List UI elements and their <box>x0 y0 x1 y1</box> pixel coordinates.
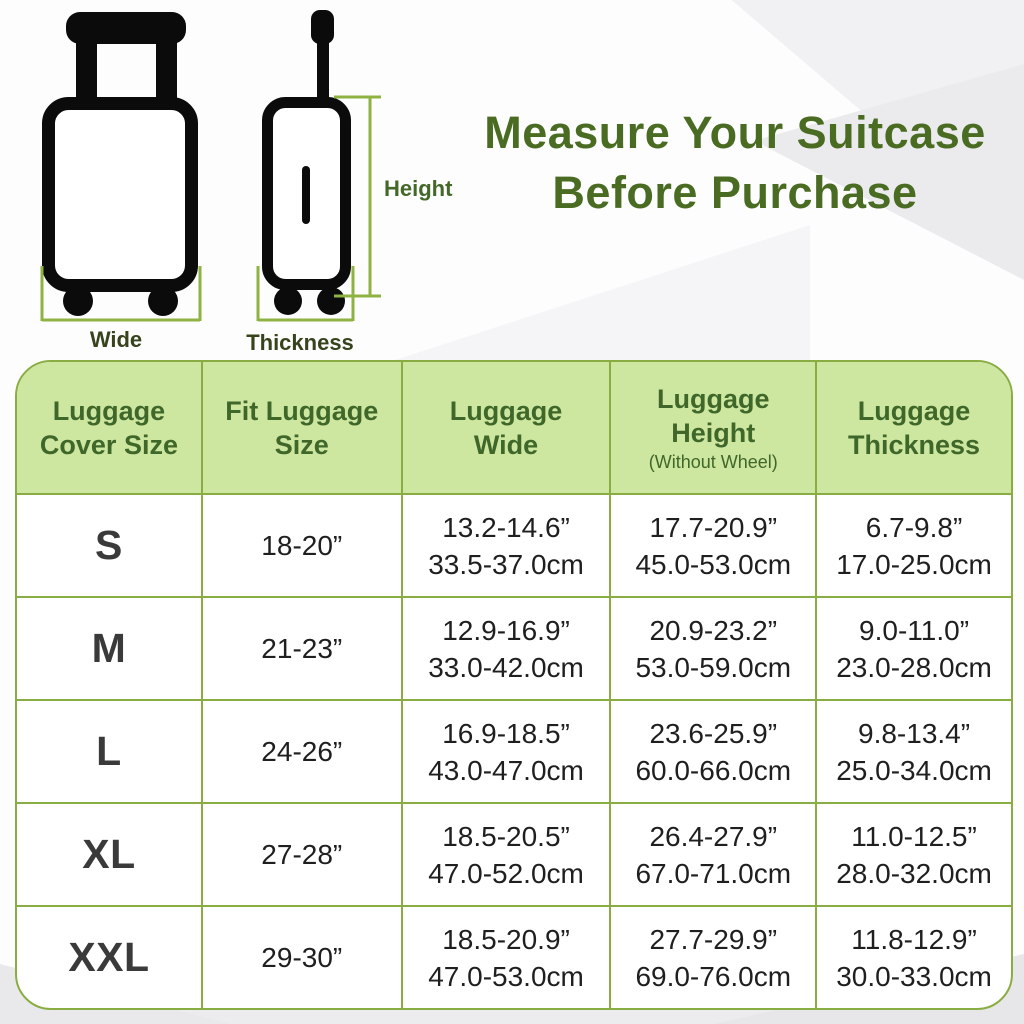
cm-value: 53.0-59.0cm <box>635 651 792 683</box>
header-luggage-height: Luggage Height (Without Wheel) <box>609 362 816 493</box>
header-text: Fit Luggage <box>225 395 379 426</box>
side-suitcase-icon <box>262 10 351 315</box>
thickness-cell-xxl: 11.8-12.9” 30.0-33.0cm <box>815 905 1011 1008</box>
cm-value: 17.0-25.0cm <box>836 548 992 580</box>
inches-value: 18.5-20.9” <box>442 923 570 955</box>
size-value: S <box>95 522 123 568</box>
cm-value: 30.0-33.0cm <box>836 960 992 992</box>
measurement-lines <box>40 95 381 322</box>
size-cell-l: L <box>17 699 201 802</box>
height-cell-s: 17.7-20.9” 45.0-53.0cm <box>609 493 816 596</box>
inches-value: 12.9-16.9” <box>442 614 570 646</box>
thickness-cell-l: 9.8-13.4” 25.0-34.0cm <box>815 699 1011 802</box>
page-title-line-2: Before Purchase <box>552 167 918 218</box>
wide-measure-line <box>40 266 202 322</box>
cm-value: 69.0-76.0cm <box>635 960 792 992</box>
size-cell-xl: XL <box>17 802 201 905</box>
cm-value: 67.0-71.0cm <box>635 857 792 889</box>
size-cell-m: M <box>17 596 201 699</box>
inches-value: 11.8-12.9” <box>851 923 977 955</box>
size-table: Luggage Cover Size Fit Luggage Size Lugg… <box>15 360 1013 1010</box>
wide-cell-xl: 18.5-20.5” 47.0-52.0cm <box>400 802 610 905</box>
height-label: Height <box>384 176 453 201</box>
header-subtext: (Without Wheel) <box>648 452 778 472</box>
cm-value: 60.0-66.0cm <box>635 754 792 786</box>
cm-value: 43.0-47.0cm <box>428 754 584 786</box>
page-title: Measure Your Suitcase Before Purchase <box>446 103 1024 223</box>
size-cell-s: S <box>17 493 201 596</box>
header-text: Thickness <box>848 429 981 460</box>
header-text: Luggage <box>657 384 770 414</box>
inches-value: 9.8-13.4” <box>858 717 971 749</box>
cm-value: 45.0-53.0cm <box>635 548 792 580</box>
thickness-measure-line <box>256 266 355 322</box>
inches-value: 18.5-20.5” <box>442 820 570 852</box>
size-cell-xxl: XXL <box>17 905 201 1008</box>
header-text: Luggage <box>52 395 166 426</box>
header-luggage-wide: Luggage Wide <box>400 362 610 493</box>
cm-value: 47.0-53.0cm <box>428 960 584 992</box>
cm-value: 33.0-42.0cm <box>428 651 584 683</box>
suitcase-measurement-diagram: Wide Thickness Height <box>40 10 453 355</box>
wide-cell-m: 12.9-16.9” 33.0-42.0cm <box>400 596 610 699</box>
cm-value: 25.0-34.0cm <box>836 754 992 786</box>
header-text: Luggage <box>449 395 563 426</box>
fit-value: 21-23” <box>261 632 343 664</box>
fit-value: 29-30” <box>261 941 343 973</box>
fit-value: 24-26” <box>261 735 343 767</box>
inches-value: 17.7-20.9” <box>649 511 778 543</box>
thickness-cell-xl: 11.0-12.5” 28.0-32.0cm <box>815 802 1011 905</box>
height-cell-m: 20.9-23.2” 53.0-59.0cm <box>609 596 816 699</box>
inches-value: 16.9-18.5” <box>442 717 570 749</box>
cm-value: 23.0-28.0cm <box>836 651 992 683</box>
header-luggage-cover-size: Luggage Cover Size <box>17 362 201 493</box>
fit-cell-xxl: 29-30” <box>200 905 401 1008</box>
size-value: XXL <box>68 934 150 980</box>
header-text: Height <box>671 418 756 448</box>
fit-value: 27-28” <box>261 838 343 870</box>
header-luggage-thickness: Luggage Thickness <box>815 362 1011 493</box>
inches-value: 13.2-14.6” <box>442 511 570 543</box>
inches-value: 27.7-29.9” <box>649 923 778 955</box>
header-fit-luggage-size: Fit Luggage Size <box>200 362 401 493</box>
thickness-cell-m: 9.0-11.0” 23.0-28.0cm <box>815 596 1011 699</box>
inches-value: 20.9-23.2” <box>649 614 778 646</box>
inches-value: 26.4-27.9” <box>649 820 778 852</box>
fit-cell-s: 18-20” <box>200 493 401 596</box>
fit-value: 18-20” <box>261 529 343 561</box>
cm-value: 33.5-37.0cm <box>428 548 584 580</box>
thickness-cell-s: 6.7-9.8” 17.0-25.0cm <box>815 493 1011 596</box>
size-value: L <box>96 728 122 774</box>
cm-value: 28.0-32.0cm <box>836 857 992 889</box>
height-cell-xl: 26.4-27.9” 67.0-71.0cm <box>609 802 816 905</box>
thickness-label: Thickness <box>246 330 354 355</box>
height-measure-line <box>334 95 381 298</box>
size-value: XL <box>82 831 136 877</box>
page-title-line-1: Measure Your Suitcase <box>484 107 986 158</box>
header-text: Size <box>274 429 329 460</box>
header-text: Cover Size <box>39 429 178 460</box>
inches-value: 9.0-11.0” <box>859 614 970 646</box>
inches-value: 6.7-9.8” <box>865 511 963 543</box>
fit-cell-m: 21-23” <box>200 596 401 699</box>
inches-value: 23.6-25.9” <box>649 717 778 749</box>
wide-cell-xxl: 18.5-20.9” 47.0-53.0cm <box>400 905 610 1008</box>
size-value: M <box>91 625 127 671</box>
wide-label: Wide <box>90 327 142 352</box>
fit-cell-xl: 27-28” <box>200 802 401 905</box>
wide-cell-s: 13.2-14.6” 33.5-37.0cm <box>400 493 610 596</box>
inches-value: 11.0-12.5” <box>851 820 977 852</box>
wide-cell-l: 16.9-18.5” 43.0-47.0cm <box>400 699 610 802</box>
fit-cell-l: 24-26” <box>200 699 401 802</box>
header-text: Wide <box>473 429 539 460</box>
front-suitcase-icon <box>42 12 198 316</box>
height-cell-xxl: 27.7-29.9” 69.0-76.0cm <box>609 905 816 1008</box>
height-cell-l: 23.6-25.9” 60.0-66.0cm <box>609 699 816 802</box>
header-text: Luggage <box>857 395 971 426</box>
cm-value: 47.0-52.0cm <box>428 857 584 889</box>
